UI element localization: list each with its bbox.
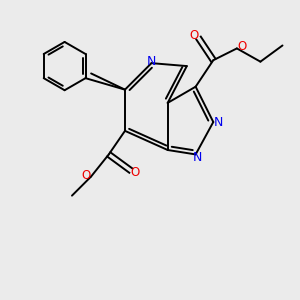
Text: O: O — [238, 40, 247, 53]
Text: O: O — [190, 29, 199, 42]
Text: O: O — [81, 169, 90, 182]
Text: N: N — [147, 55, 156, 68]
Text: O: O — [131, 166, 140, 178]
Text: N: N — [214, 116, 223, 128]
Text: N: N — [192, 151, 202, 164]
